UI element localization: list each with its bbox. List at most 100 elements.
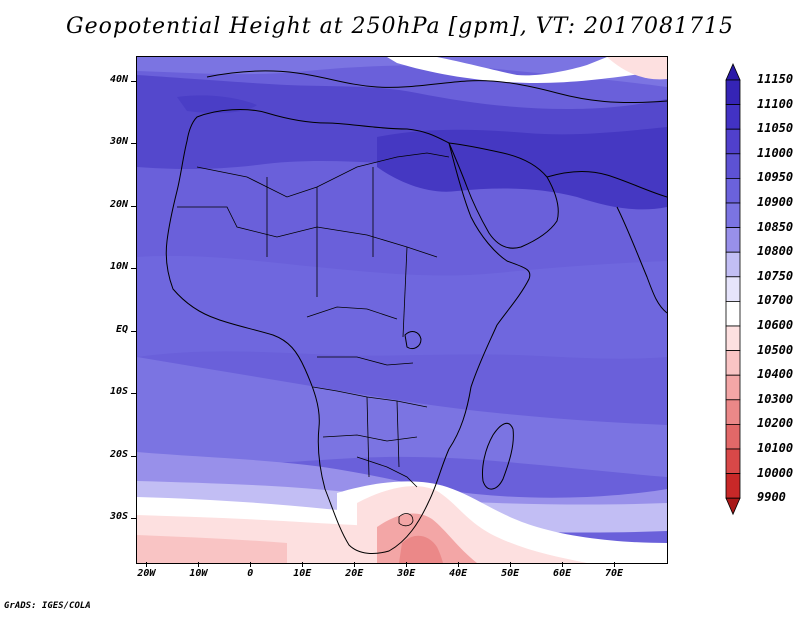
colorbar-level-label: 11150 (757, 72, 794, 86)
coastline-madagascar (482, 422, 514, 490)
lon-tick-mark (146, 562, 148, 567)
colorbar-bottom-triangle (725, 497, 741, 516)
lon-tick-label: 0 (247, 568, 254, 579)
colorbar-level-label: 10600 (757, 318, 794, 332)
border-namibia (366, 396, 370, 478)
lat-tick-label: 10S (109, 386, 128, 398)
colorbar-level-label: 10850 (757, 219, 794, 234)
colorbar-swatch (725, 325, 741, 352)
colorbar-level-label: 10700 (757, 293, 794, 308)
field-band-north-light (137, 57, 667, 87)
lat-tick-label: 30N (109, 136, 128, 148)
colorbar-swatch (725, 153, 741, 179)
coastline-europe (206, 70, 667, 104)
coastline-africa (165, 109, 531, 554)
colorbar-level-label: 10400 (757, 367, 794, 382)
lat-tick-mark (131, 455, 136, 457)
lon-tick-label: 60E (553, 568, 572, 579)
field-band-arabian-max (377, 127, 667, 210)
border-congo (317, 356, 414, 366)
colorbar-swatch (725, 448, 741, 475)
colorbar-level-label: 10950 (757, 170, 794, 185)
border-sudan (402, 246, 408, 338)
coastline-india (616, 206, 667, 314)
country-borders (177, 152, 450, 527)
lon-tick-label: 40E (449, 568, 468, 579)
lat-tick-mark (131, 143, 136, 145)
border-mozambique (396, 400, 400, 468)
lon-tick-mark (510, 562, 512, 567)
lat-tick-mark (131, 268, 136, 270)
colorbar-level-label: 10000 (757, 465, 794, 480)
colorbar-level-label: 11000 (757, 145, 794, 160)
colorbar-swatch (725, 350, 741, 376)
colorbar-level-label: 11100 (757, 96, 794, 111)
colorbar-level-label: 10800 (757, 244, 794, 259)
field-band-rose-west (137, 535, 287, 563)
colorbar-swatch (725, 423, 741, 450)
colorbar-swatch (725, 300, 741, 327)
colorbar-level-label: 10200 (757, 416, 794, 431)
colorbar-swatch (725, 374, 741, 401)
lon-tick-mark (302, 562, 304, 567)
lon-tick-mark (562, 562, 564, 567)
field-band-red-min (399, 535, 443, 563)
border-central (306, 306, 398, 320)
colorbar-top-triangle (725, 63, 741, 81)
lon-tick-label: 50E (501, 568, 520, 579)
lon-tick-mark (614, 562, 616, 567)
lat-tick-label: EQ (115, 323, 128, 335)
colorbar-level-label: 9900 (757, 490, 786, 505)
coastline-arabia (448, 142, 559, 249)
colorbar-level-label: 10100 (757, 441, 794, 455)
lon-tick-mark (250, 562, 252, 567)
colorbar-swatch (725, 473, 741, 499)
coastlines (165, 70, 667, 554)
colorbar-level-label: 10750 (757, 268, 794, 283)
lat-tick-label: 30S (109, 511, 128, 523)
lon-tick-label: 70E (605, 568, 624, 579)
lon-tick-label: 10W (189, 568, 208, 579)
lon-tick-label: 30E (397, 568, 416, 579)
field-patch-atlas (177, 95, 257, 113)
colorbar-swatch (725, 399, 741, 425)
lat-tick-mark (131, 393, 136, 395)
border-south-africa (356, 456, 418, 488)
lat-tick-label: 40N (109, 73, 128, 85)
border-southern (322, 434, 418, 442)
lat-tick-label: 20S (109, 448, 128, 460)
lon-tick-label: 10E (293, 568, 312, 579)
lat-tick-label: 20N (109, 198, 128, 210)
colorbar-level-label: 10300 (757, 391, 794, 406)
lat-tick-label: 10N (109, 261, 128, 273)
colorbar-swatch (725, 128, 741, 155)
field-band-ne-pink (607, 57, 667, 80)
field-band-equatorial (137, 255, 667, 359)
border-sahara-north (196, 152, 450, 198)
colorbar (725, 63, 741, 516)
lon-tick-label: 20E (345, 568, 364, 579)
field-band-south-mid (137, 357, 667, 477)
lake-victoria (404, 331, 422, 350)
colorbar-level-label: 10900 (757, 195, 794, 209)
grads-credit: GrADS: IGES/COLA (4, 601, 91, 611)
geopotential-field (137, 57, 667, 563)
colorbar-swatch (725, 104, 741, 130)
lon-tick-mark (458, 562, 460, 567)
colorbar-swatch (725, 251, 741, 278)
lat-tick-mark (131, 80, 136, 82)
colorbar-swatch (725, 202, 741, 229)
colorbar-level-label: 11050 (757, 121, 794, 136)
map-title: Geopotential Height at 250hPa [gpm], VT:… (66, 14, 734, 39)
colorbar-swatch (725, 276, 741, 302)
colorbar-swatch (725, 227, 741, 253)
colorbar-swatch (725, 178, 741, 204)
field-band-mediterranean-white (387, 57, 667, 83)
lat-tick-mark (131, 518, 136, 520)
lon-tick-mark (198, 562, 200, 567)
map-panel (136, 56, 668, 564)
border-sahel (177, 206, 438, 258)
lon-tick-mark (406, 562, 408, 567)
colorbar-swatch (725, 79, 741, 106)
lat-tick-mark (131, 330, 136, 332)
